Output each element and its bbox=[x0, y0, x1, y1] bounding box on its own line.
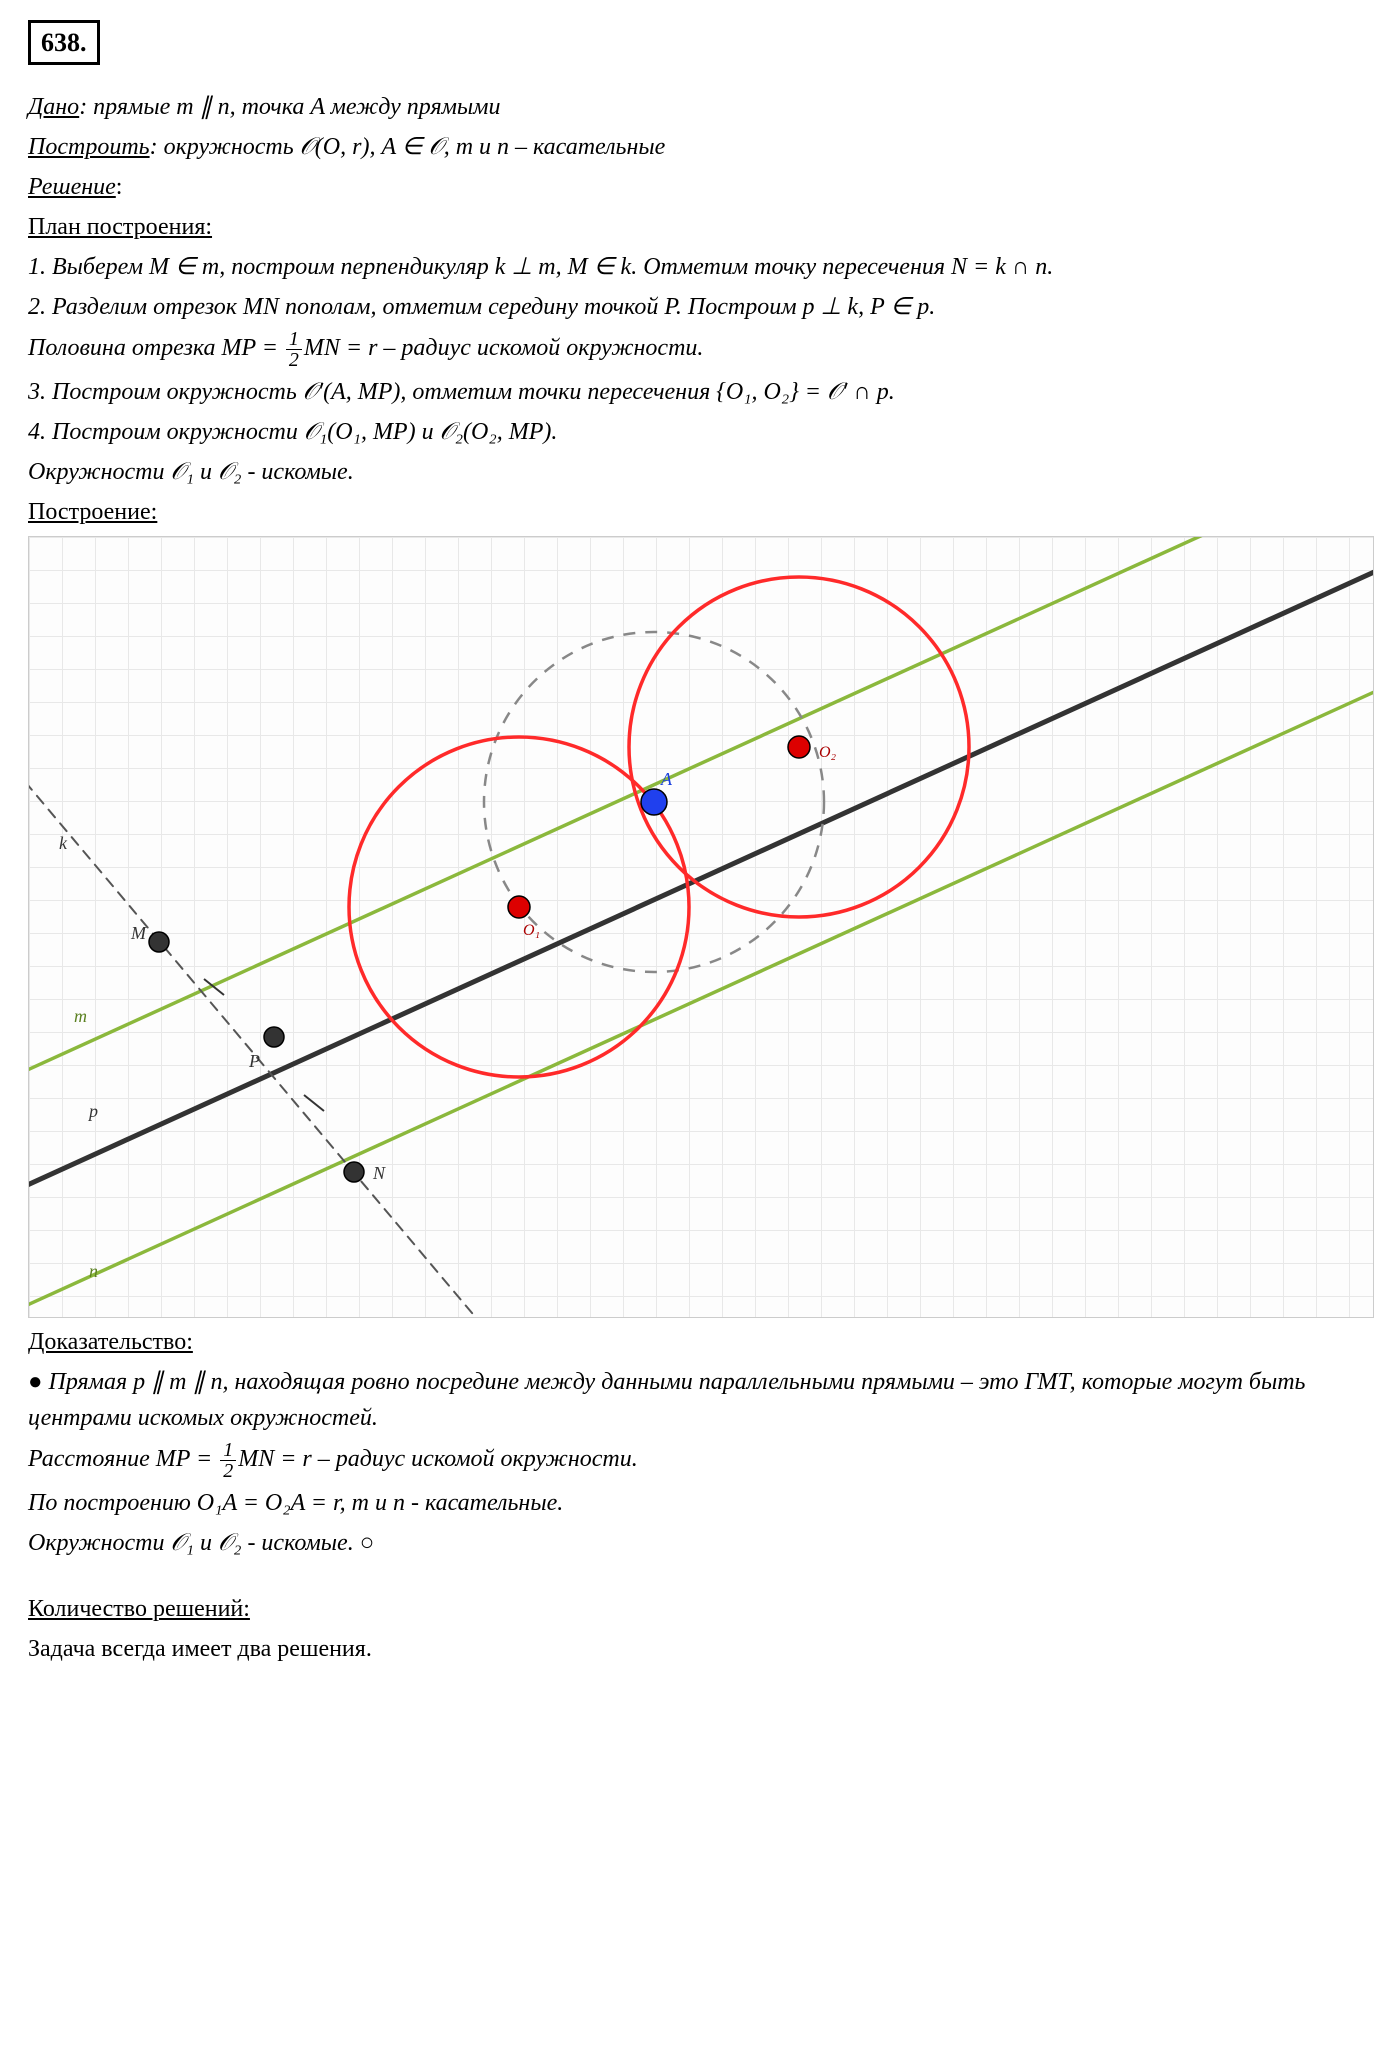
given-line: Дано: прямые m ∥ n, точка A между прямым… bbox=[28, 89, 1372, 125]
given-text: : прямые m ∥ n, точка A между прямыми bbox=[79, 94, 500, 120]
construct-line: Построить: окружность 𝒪(O, r), A ∈ 𝒪, m … bbox=[28, 129, 1372, 165]
step-3: Половина отрезка MP = 12MN = r – радиус … bbox=[28, 329, 1372, 370]
proof-1: ● Прямая p ∥ m ∥ n, находящая ровно поср… bbox=[28, 1364, 1372, 1436]
construct-label: Построить bbox=[28, 134, 150, 160]
proof-3: По построению O₁A = O₂A = r, m и n - кас… bbox=[28, 1485, 1372, 1521]
svg-text:O₂: O₂ bbox=[819, 744, 837, 761]
proof-header: Доказательство: bbox=[28, 1324, 1372, 1360]
given-label: Дано bbox=[28, 94, 79, 120]
count-text: Задача всегда имеет два решения. bbox=[28, 1631, 1372, 1667]
step-5: 4. Построим окружности 𝒪₁(O₁, MP) и 𝒪₂(O… bbox=[28, 414, 1372, 450]
construction-header: Построение: bbox=[28, 494, 1372, 530]
proof-4: Окружности 𝒪₁ и 𝒪₂ - искомые. ○ bbox=[28, 1525, 1372, 1561]
svg-text:A: A bbox=[660, 769, 673, 789]
svg-text:P: P bbox=[248, 1051, 260, 1071]
problem-number: 638. bbox=[28, 20, 100, 65]
step-2: 2. Разделим отрезок MN пополам, отметим … bbox=[28, 289, 1372, 325]
svg-text:n: n bbox=[89, 1261, 98, 1281]
solution-colon: : bbox=[116, 174, 123, 200]
svg-text:k: k bbox=[59, 833, 68, 853]
svg-text:p: p bbox=[87, 1101, 98, 1121]
svg-text:N: N bbox=[372, 1163, 386, 1183]
step-6: Окружности 𝒪₁ и 𝒪₂ - искомые. bbox=[28, 454, 1372, 490]
step-4: 3. Построим окружность 𝒪′(A, MP), отмети… bbox=[28, 374, 1372, 410]
count-header: Количество решений: bbox=[28, 1591, 1372, 1627]
svg-text:m: m bbox=[74, 1006, 87, 1026]
step-1: 1. Выберем M ∈ m, построим перпендикуляр… bbox=[28, 249, 1372, 285]
solution-line: Решение: bbox=[28, 169, 1372, 205]
svg-text:O₁: O₁ bbox=[523, 922, 540, 939]
plan-header: План построения: bbox=[28, 209, 1372, 245]
construct-text: : окружность 𝒪(O, r), A ∈ 𝒪, m и n – кас… bbox=[150, 134, 666, 160]
construction-diagram: A O₂ O₁ M P Nk m p n bbox=[28, 536, 1374, 1318]
svg-text:M: M bbox=[130, 923, 147, 943]
proof-2: Расстояние MP = 12MN = r – радиус искомо… bbox=[28, 1440, 1372, 1481]
solution-label: Решение bbox=[28, 174, 116, 200]
